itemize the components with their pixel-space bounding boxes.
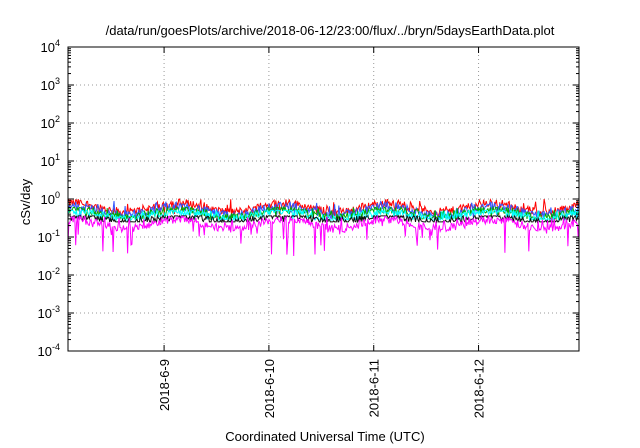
- y-tick-label: 10-3: [38, 304, 60, 321]
- y-tick-label: 102: [41, 114, 60, 131]
- y-tick-label: 10-4: [38, 342, 60, 359]
- grid: [68, 47, 579, 351]
- x-tick-label: 2018-6-12: [472, 359, 487, 418]
- y-tick-label: 101: [41, 152, 60, 169]
- y-tick-label: 104: [41, 38, 60, 55]
- x-tick-label: 2018-6-10: [262, 359, 277, 418]
- y-tick-label: 100: [41, 190, 60, 207]
- y-tick-label: 10-1: [38, 228, 60, 245]
- chart-title: /data/run/goesPlots/archive/2018-06-12/2…: [106, 23, 555, 38]
- y-axis-label: cSv/day: [18, 178, 33, 225]
- x-tick-label: 2018-6-11: [367, 359, 382, 417]
- y-ticks: 10-4 10-3 10-2 10-1 100 101 102 103 104: [38, 38, 579, 359]
- series-group: [67, 198, 580, 257]
- y-tick-label: 103: [41, 76, 60, 93]
- x-axis-label: Coordinated Universal Time (UTC): [225, 429, 424, 444]
- x-ticks: 2018-6-9 2018-6-10 2018-6-11 2018-6-12: [157, 47, 487, 418]
- y-tick-label: 10-2: [38, 266, 60, 283]
- series-line: [68, 213, 579, 224]
- x-tick-label: 2018-6-9: [157, 359, 172, 411]
- series-line: [67, 214, 580, 257]
